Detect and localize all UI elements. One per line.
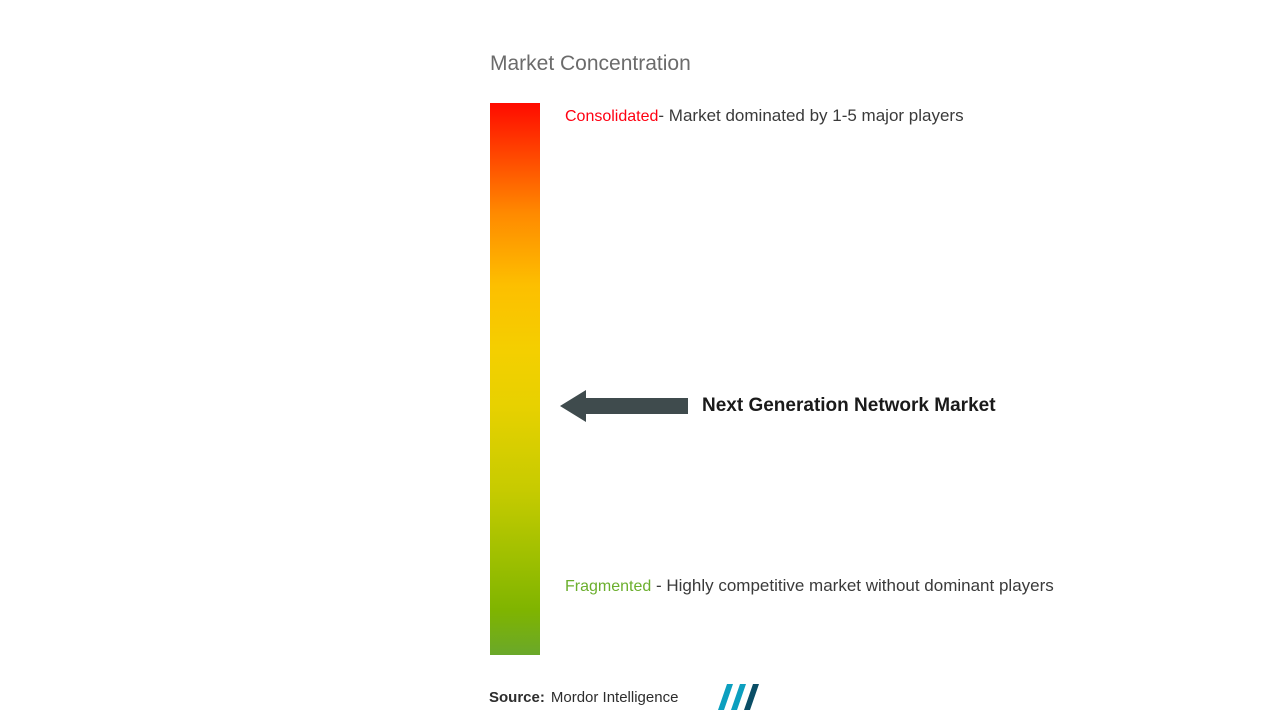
consolidated-description: - Market dominated by 1-5 major players [658, 106, 963, 125]
fragmented-description: - Highly competitive market without domi… [651, 576, 1054, 595]
consolidated-label: Consolidated- Market dominated by 1-5 ma… [565, 104, 964, 128]
fragmented-label: Fragmented - Highly competitive market w… [565, 572, 1054, 601]
consolidated-keyword: Consolidated [565, 108, 658, 125]
fragmented-keyword: Fragmented [565, 578, 651, 595]
source-label: Source: [489, 689, 545, 706]
source-value: Mordor Intelligence [551, 689, 679, 706]
market-position-marker: Next Generation Network Market [560, 388, 996, 424]
arrow-left-icon [560, 388, 688, 424]
source-attribution: Source: Mordor Intelligence [489, 684, 760, 710]
market-name-text: Next Generation Network Market [702, 395, 996, 417]
chart-title: Market Concentration [490, 52, 691, 76]
brand-logo-icon [718, 684, 760, 710]
concentration-gradient-bar [490, 103, 540, 655]
